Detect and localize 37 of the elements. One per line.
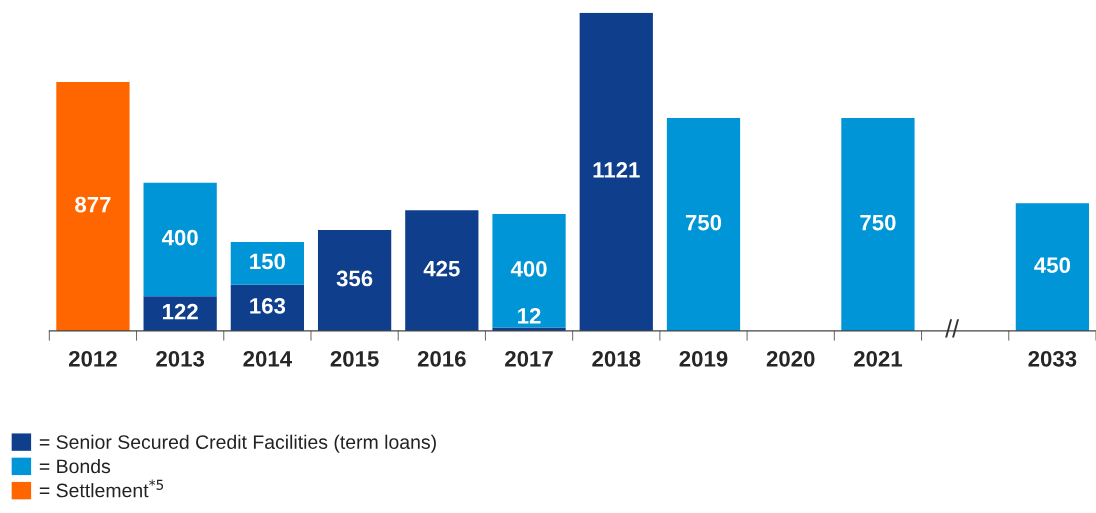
data-label: 750 (685, 214, 722, 231)
x-tick-label: 2033 (1028, 350, 1077, 367)
data-label: 425 (423, 260, 460, 277)
data-label: 12 (518, 307, 541, 324)
data-label: 122 (163, 303, 198, 320)
x-tick-label: 2018 (592, 350, 641, 367)
bar (841, 118, 915, 331)
x-tick-label: 2012 (68, 350, 117, 367)
bar (1015, 203, 1090, 331)
bar (666, 118, 741, 331)
x-tick-label: 2021 (854, 350, 903, 367)
x-tick-label: 2019 (679, 350, 728, 367)
data-label: 1121 (593, 162, 640, 178)
bar (56, 82, 130, 331)
bar (579, 12, 653, 331)
data-label: 400 (510, 260, 547, 277)
x-tick-label: 2020 (766, 350, 815, 367)
x-tick-label: 2016 (417, 350, 466, 367)
data-label: 450 (1034, 257, 1071, 274)
legend-label: = Bonds (39, 458, 111, 474)
bar (492, 213, 566, 328)
data-label: 150 (250, 253, 286, 270)
legend-label: = Settlement$^{*5}$ (39, 479, 164, 498)
bar (230, 242, 305, 285)
data-label: 356 (336, 270, 373, 287)
x-tick-label: 2017 (505, 350, 553, 367)
x-tick-label: 2013 (156, 350, 205, 367)
data-label: 750 (860, 214, 896, 231)
x-tick-label: 2014 (243, 350, 292, 367)
bar (405, 210, 479, 331)
legend-label: = Senior Secured Credit Facilities (term loans) (39, 434, 436, 453)
data-label: 400 (161, 229, 198, 246)
x-tick-label: 2015 (330, 350, 379, 367)
data-label: 163 (250, 297, 286, 314)
bar (143, 182, 217, 297)
bar (317, 229, 392, 331)
data-label: 877 (75, 196, 111, 213)
